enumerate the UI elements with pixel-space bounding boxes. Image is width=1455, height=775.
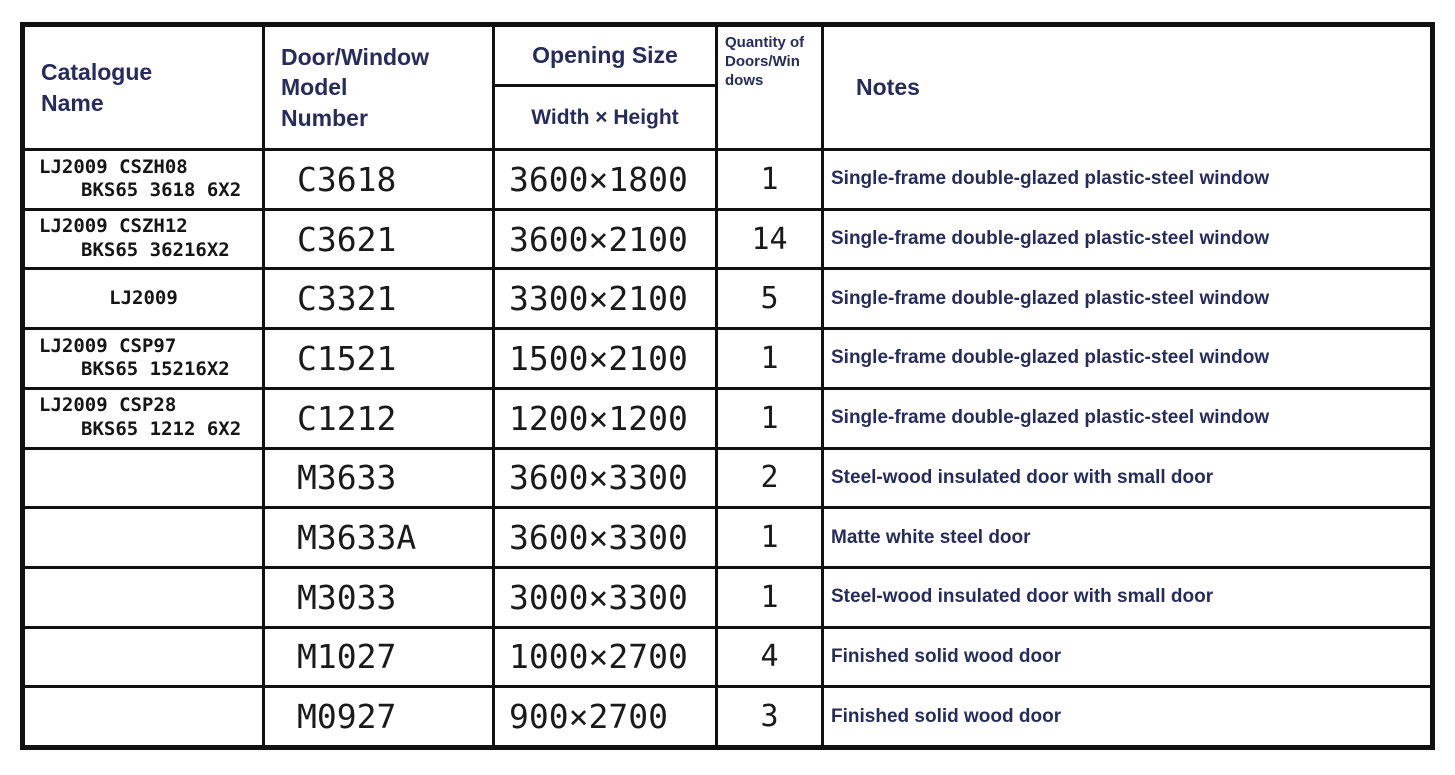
cell-quantity: 5 — [718, 270, 824, 328]
table-row: M1027 1000×2700 4 Finished solid wood do… — [25, 628, 1430, 689]
header-opening-size-group: Opening Size Width × Height — [495, 27, 718, 148]
cell-opening-size: 1500×2100 — [495, 330, 718, 387]
table-body: LJ2009 CSZH08 BKS65 3618 6X2 C3618 3600×1… — [25, 151, 1430, 746]
catalogue-line: BKS65 1212 6X2 — [81, 418, 242, 441]
cell-model-number: C1521 — [265, 330, 495, 387]
header-line: Catalogue — [41, 59, 153, 86]
cell-quantity: 1 — [718, 151, 824, 208]
header-line: Model — [281, 74, 348, 101]
cell-quantity: 1 — [718, 330, 824, 387]
cell-opening-size: 3600×3300 — [495, 509, 718, 566]
cell-model-number: C3621 — [265, 210, 495, 268]
header-quantity: Quantity of Doors/Windows — [718, 27, 824, 148]
cell-opening-size: 3300×2100 — [495, 270, 718, 328]
cell-catalogue-name: LJ2009 CSP28 BKS65 1212 6X2 — [25, 389, 265, 447]
cell-notes: Single-frame double-glazed plastic-steel… — [831, 347, 1270, 369]
cell-catalogue-name: LJ2009 CSP97 BKS65 15216X2 — [25, 330, 265, 387]
catalogue-line: BKS65 36216X2 — [81, 239, 230, 262]
cell-catalogue-name — [25, 688, 265, 746]
cell-model-number: M3033 — [265, 568, 495, 626]
cell-opening-size: 900×2700 — [495, 688, 718, 746]
catalogue-line: LJ2009 CSP97 — [39, 334, 177, 357]
cell-quantity: 14 — [718, 210, 824, 268]
header-line: Name — [41, 89, 104, 116]
cell-notes: Single-frame double-glazed plastic-steel… — [831, 407, 1270, 429]
header-width-height: Width × Height — [531, 105, 679, 129]
cell-catalogue-name — [25, 628, 265, 686]
cell-notes: Single-frame double-glazed plastic-steel… — [831, 168, 1270, 190]
catalogue-line: BKS65 15216X2 — [81, 358, 230, 381]
header-model-number: Door/Window Model Number — [265, 27, 495, 148]
cell-opening-size: 3600×1800 — [495, 151, 718, 208]
cell-notes: Finished solid wood door — [831, 705, 1062, 727]
cell-quantity: 3 — [718, 688, 824, 746]
cell-catalogue-name — [25, 509, 265, 566]
header-line: Door/Window — [281, 43, 429, 70]
door-window-schedule-table: Catalogue Name Door/Window Model Number Ope… — [20, 22, 1435, 750]
cell-quantity: 4 — [718, 628, 824, 686]
header-catalogue-name: Catalogue Name — [25, 27, 265, 148]
table-row: M0927 900×2700 3 Finished solid wood doo… — [25, 688, 1430, 746]
catalogue-line: LJ2009 — [109, 286, 178, 309]
cell-quantity: 2 — [718, 449, 824, 507]
cell-notes: Steel-wood insulated door with small doo… — [831, 466, 1214, 488]
table-row: M3033 3000×3300 1 Steel-wood insulated d… — [25, 568, 1430, 629]
table-row: LJ2009 C3321 3300×2100 5 Single-frame do… — [25, 270, 1430, 331]
table-header: Catalogue Name Door/Window Model Number Ope… — [25, 27, 1430, 151]
cell-opening-size: 3600×2100 — [495, 210, 718, 268]
cell-model-number: M1027 — [265, 628, 495, 686]
cell-quantity: 1 — [718, 509, 824, 566]
cell-model-number: M3633A — [265, 509, 495, 566]
cell-model-number: C3321 — [265, 270, 495, 328]
cell-catalogue-name: LJ2009 CSZH12 BKS65 36216X2 — [25, 210, 265, 268]
cell-model-number: M3633 — [265, 449, 495, 507]
table-row: LJ2009 CSP28 BKS65 1212 6X2 C1212 1200×12… — [25, 389, 1430, 450]
catalogue-line: LJ2009 CSP28 — [39, 394, 177, 417]
cell-opening-size: 3000×3300 — [495, 568, 718, 626]
cell-model-number: M0927 — [265, 688, 495, 746]
catalogue-line: LJ2009 CSZH12 — [39, 215, 188, 238]
cell-model-number: C3618 — [265, 151, 495, 208]
table-row: LJ2009 CSZH08 BKS65 3618 6X2 C3618 3600×1… — [25, 151, 1430, 211]
header-opening-size: Opening Size — [495, 27, 715, 87]
cell-catalogue-name — [25, 449, 265, 507]
cell-quantity: 1 — [718, 568, 824, 626]
table-row: LJ2009 CSZH12 BKS65 36216X2 C3621 3600×21… — [25, 210, 1430, 271]
cell-quantity: 1 — [718, 389, 824, 447]
cell-notes: Finished solid wood door — [831, 645, 1062, 667]
cell-opening-size: 3600×3300 — [495, 449, 718, 507]
cell-notes: Matte white steel door — [831, 526, 1031, 548]
cell-notes: Single-frame double-glazed plastic-steel… — [831, 228, 1270, 250]
cell-opening-size: 1000×2700 — [495, 628, 718, 686]
table-row: LJ2009 CSP97 BKS65 15216X2 C1521 1500×210… — [25, 330, 1430, 390]
table-row: M3633A 3600×3300 1 Matte white steel doo… — [25, 509, 1430, 569]
catalogue-line: BKS65 3618 6X2 — [81, 179, 242, 202]
cell-notes: Single-frame double-glazed plastic-steel… — [831, 287, 1270, 309]
catalogue-line: LJ2009 CSZH08 — [39, 155, 188, 178]
cell-catalogue-name: LJ2009 CSZH08 BKS65 3618 6X2 — [25, 151, 265, 208]
header-notes: Notes — [856, 74, 920, 100]
cell-opening-size: 1200×1200 — [495, 389, 718, 447]
cell-catalogue-name: LJ2009 — [25, 270, 265, 328]
header-line: Number — [281, 104, 368, 131]
cell-model-number: C1212 — [265, 389, 495, 447]
cell-catalogue-name — [25, 568, 265, 626]
cell-notes: Steel-wood insulated door with small doo… — [831, 586, 1214, 608]
table-row: M3633 3600×3300 2 Steel-wood insulated d… — [25, 449, 1430, 510]
